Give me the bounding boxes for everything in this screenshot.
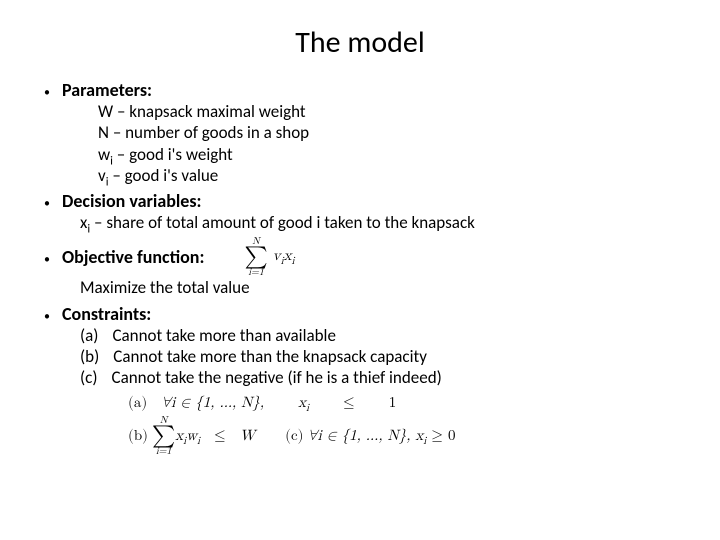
constraints-formulas: (a) ∀i ∈ {1, …, N}, xi ≤ 1 (b) N ∑ i=1 x… [28,394,692,456]
bullet-dot-icon: • [44,310,62,324]
objective-line: Maximize the total value [80,277,692,298]
formula-b: (b) N ∑ i=1 xiwi ≤ W [128,416,255,456]
bullet-dot-icon: • [44,197,62,211]
sigma-icon: N ∑ i=1 [152,416,175,456]
param-line-w: W – knapsack maximal weight [98,101,692,122]
objective-formula: N ∑ i=1 vixi [244,237,294,277]
constraints-body: (a)Cannot take more than available (b)Ca… [28,325,692,389]
bullet-decision: • Decision variables: [28,190,692,212]
decision-line: xi – share of total amount of good i tak… [80,212,692,233]
bullet-objective: • Objective function: N ∑ i=1 vixi [28,237,692,277]
bullet-constraints: • Constraints: [28,303,692,325]
param-line-wi: wi – good i's weight [98,144,692,165]
constraint-b: (b)Cannot take more than the knapsack ca… [80,346,692,367]
formula-c: (c)∀i ∈ {1, …, N}, xi ≥ 0 [285,427,455,445]
decision-body: xi – share of total amount of good i tak… [28,212,692,233]
constraint-c: (c)Cannot take the negative (if he is a … [80,367,692,388]
constraint-a: (a)Cannot take more than available [80,325,692,346]
heading-parameters: Parameters: [62,79,152,101]
parameters-body: W – knapsack maximal weight N – number o… [28,101,692,186]
bullet-dot-icon: • [44,253,62,267]
slide-title: The model [28,24,692,61]
heading-objective: Objective function: [62,246,204,268]
bullet-parameters: • Parameters: [28,79,692,101]
bullet-dot-icon: • [44,86,62,100]
formula-a: (a) ∀i ∈ {1, …, N}, xi ≤ 1 [128,394,692,412]
heading-decision: Decision variables: [62,190,202,212]
sigma-icon: N ∑ i=1 [244,237,267,277]
heading-constraints: Constraints: [62,303,151,325]
param-line-n: N – number of goods in a shop [98,122,692,143]
param-line-vi: vi – good i's value [98,165,692,186]
objective-body: Maximize the total value [28,277,692,298]
